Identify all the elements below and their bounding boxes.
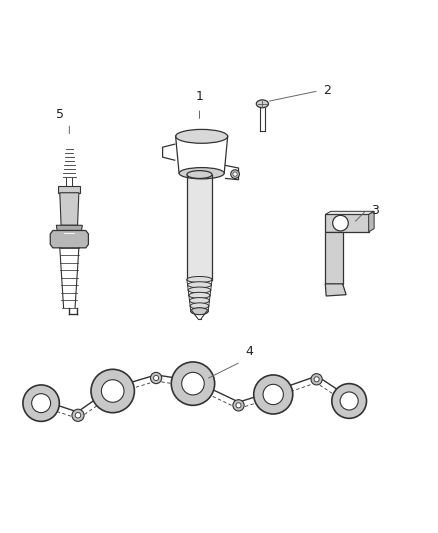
Polygon shape xyxy=(187,174,212,279)
Polygon shape xyxy=(57,225,82,230)
Ellipse shape xyxy=(176,130,228,143)
Circle shape xyxy=(254,375,293,414)
Polygon shape xyxy=(325,211,374,214)
Ellipse shape xyxy=(179,167,224,179)
Circle shape xyxy=(233,400,244,411)
Circle shape xyxy=(23,385,60,422)
Circle shape xyxy=(236,403,241,408)
Text: 2: 2 xyxy=(323,84,331,98)
Circle shape xyxy=(182,373,204,395)
Ellipse shape xyxy=(187,277,212,282)
Polygon shape xyxy=(59,186,80,193)
Ellipse shape xyxy=(256,100,268,108)
Polygon shape xyxy=(50,230,88,248)
Polygon shape xyxy=(325,214,369,232)
Circle shape xyxy=(102,379,124,402)
Polygon shape xyxy=(369,211,374,232)
Circle shape xyxy=(171,362,215,405)
Text: 5: 5 xyxy=(56,108,64,121)
Ellipse shape xyxy=(190,303,209,309)
Circle shape xyxy=(91,369,134,413)
Circle shape xyxy=(151,373,162,384)
Circle shape xyxy=(311,374,322,385)
Circle shape xyxy=(332,384,367,418)
Circle shape xyxy=(314,377,319,382)
Text: 3: 3 xyxy=(371,204,379,216)
Circle shape xyxy=(72,409,84,422)
Polygon shape xyxy=(325,284,346,296)
Circle shape xyxy=(340,392,358,410)
Circle shape xyxy=(233,172,237,176)
Circle shape xyxy=(32,394,51,413)
Ellipse shape xyxy=(187,282,212,288)
Polygon shape xyxy=(60,193,79,225)
Ellipse shape xyxy=(189,292,210,298)
Ellipse shape xyxy=(190,297,209,304)
Polygon shape xyxy=(325,232,343,284)
Circle shape xyxy=(333,215,348,231)
Circle shape xyxy=(75,413,81,418)
Ellipse shape xyxy=(187,171,212,179)
Text: 4: 4 xyxy=(245,345,253,358)
Text: 1: 1 xyxy=(195,90,203,103)
Ellipse shape xyxy=(191,308,208,314)
Ellipse shape xyxy=(188,287,211,293)
Ellipse shape xyxy=(191,308,208,314)
Circle shape xyxy=(154,375,159,381)
Circle shape xyxy=(263,384,283,405)
Circle shape xyxy=(231,169,240,179)
